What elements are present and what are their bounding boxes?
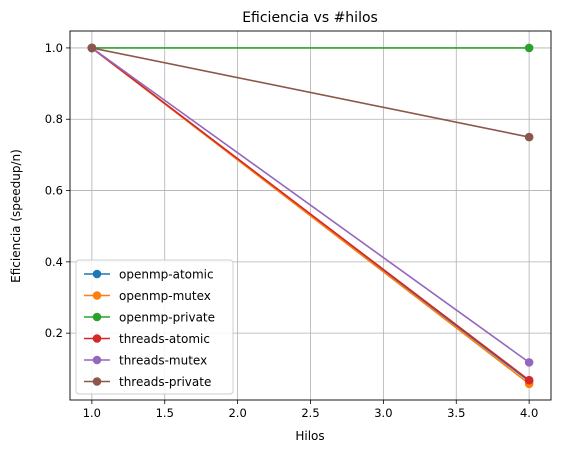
legend-item: openmp-private xyxy=(84,311,215,325)
legend-item: threads-private xyxy=(84,375,211,389)
x-tick-label: 1.0 xyxy=(83,406,101,420)
chart-title: Eficiencia vs #hilos xyxy=(242,10,378,26)
legend-swatch-marker xyxy=(92,291,102,300)
x-tick-label: 2.0 xyxy=(228,406,246,420)
data-point xyxy=(524,43,534,53)
series-lines xyxy=(87,43,534,389)
legend-item: threads-atomic xyxy=(84,332,210,346)
legend-label: openmp-atomic xyxy=(119,268,214,282)
data-point xyxy=(87,43,97,53)
x-tick-label: 1.5 xyxy=(156,406,174,420)
series-line xyxy=(91,47,530,138)
x-tick-label: 2.5 xyxy=(301,406,319,420)
y-tick-label: 0.2 xyxy=(45,326,63,340)
legend: openmp-atomic openmp-mutex openmp-private t… xyxy=(75,259,234,395)
y-tick-label: 0.6 xyxy=(45,184,63,198)
legend-swatch-marker xyxy=(92,377,102,386)
series-line xyxy=(91,47,530,364)
legend-box xyxy=(75,259,234,395)
series-threads-private xyxy=(87,43,534,142)
data-point xyxy=(524,358,534,367)
legend-item: openmp-atomic xyxy=(84,268,214,282)
legend-swatch-marker xyxy=(92,355,102,365)
y-axis-ticks: 0.2 0.4 0.6 0.8 1.0 xyxy=(45,41,70,340)
y-tick-label: 0.4 xyxy=(45,255,63,269)
legend-label: threads-mutex xyxy=(119,354,207,368)
legend-label: threads-atomic xyxy=(119,332,210,346)
legend-item: openmp-mutex xyxy=(84,289,211,303)
legend-swatch-marker xyxy=(92,269,102,279)
data-point xyxy=(524,375,534,385)
series-line xyxy=(91,47,530,381)
x-axis-ticks: 1.0 1.5 2.0 2.5 3.0 3.5 4.0 xyxy=(83,400,538,420)
x-tick-label: 4.0 xyxy=(520,406,538,420)
legend-label: openmp-private xyxy=(119,311,215,325)
legend-label: threads-private xyxy=(119,375,211,389)
legend-swatch-marker xyxy=(92,334,102,343)
x-tick-label: 3.0 xyxy=(374,406,392,420)
legend-swatch-marker xyxy=(92,312,102,322)
y-tick-label: 1.0 xyxy=(45,41,63,55)
y-tick-label: 0.8 xyxy=(45,112,63,126)
y-axis-label: Eficiencia (speedup/n) xyxy=(9,149,23,283)
x-axis-label: Hilos xyxy=(295,429,324,443)
legend-label: openmp-mutex xyxy=(119,289,211,303)
legend-item: threads-mutex xyxy=(84,354,207,368)
x-tick-label: 3.5 xyxy=(447,406,465,420)
data-point xyxy=(524,132,534,142)
